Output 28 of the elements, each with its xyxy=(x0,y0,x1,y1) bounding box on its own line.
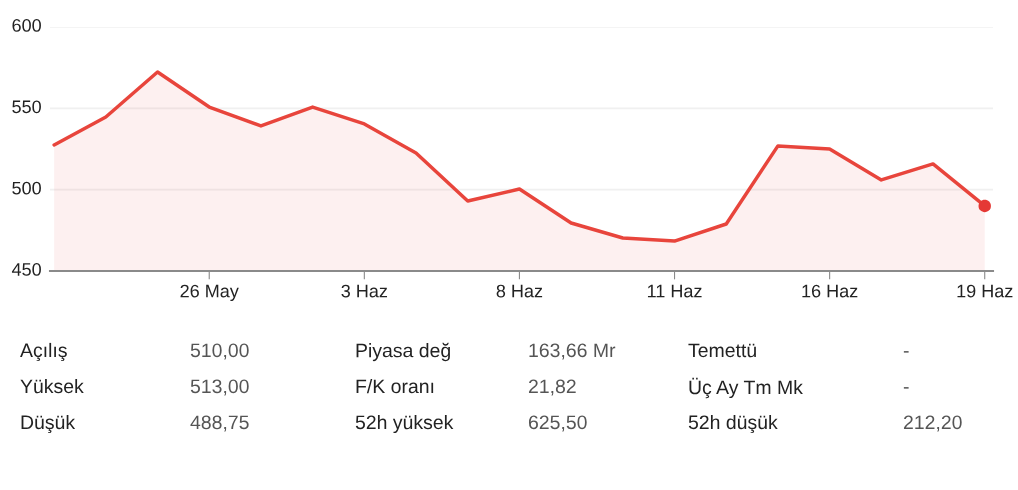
text: Piyasa değ xyxy=(356,342,450,362)
x-tick-label: 19 Haz xyxy=(957,284,1013,298)
text: Açılış xyxy=(20,342,67,362)
text: 163,66 Mr xyxy=(529,343,616,360)
y-tick-label: 450 xyxy=(11,263,41,276)
y-tick-label: 600 xyxy=(12,19,41,32)
text: Yüksek xyxy=(20,378,84,394)
x-tick-label: 3 Haz xyxy=(341,284,388,298)
x-tick-label: 8 Haz xyxy=(496,284,543,298)
text: 510,00 xyxy=(190,343,249,360)
text: 52h yüksek xyxy=(355,414,454,434)
x-tick-label: 11 Haz xyxy=(647,284,702,298)
text: 212,20 xyxy=(903,415,962,432)
text: 52h düşük xyxy=(688,414,778,434)
text: 21,82 xyxy=(528,379,576,396)
y-tick-label: 550 xyxy=(12,100,41,114)
text: - xyxy=(903,387,909,389)
text: Düşük xyxy=(21,414,76,434)
text: 488,75 xyxy=(190,415,249,432)
x-tick-label: 16 Haz xyxy=(802,284,858,298)
text: 625,50 xyxy=(528,415,587,432)
text: 513,00 xyxy=(190,379,249,396)
text: Üç Ay Tm Mk xyxy=(689,377,803,399)
y-tick-label: 500 xyxy=(12,181,41,195)
x-tick-label: 26 May xyxy=(180,284,239,302)
text: - xyxy=(903,351,909,353)
text: Temettü xyxy=(688,343,756,358)
text: F/K oranı xyxy=(356,378,434,394)
